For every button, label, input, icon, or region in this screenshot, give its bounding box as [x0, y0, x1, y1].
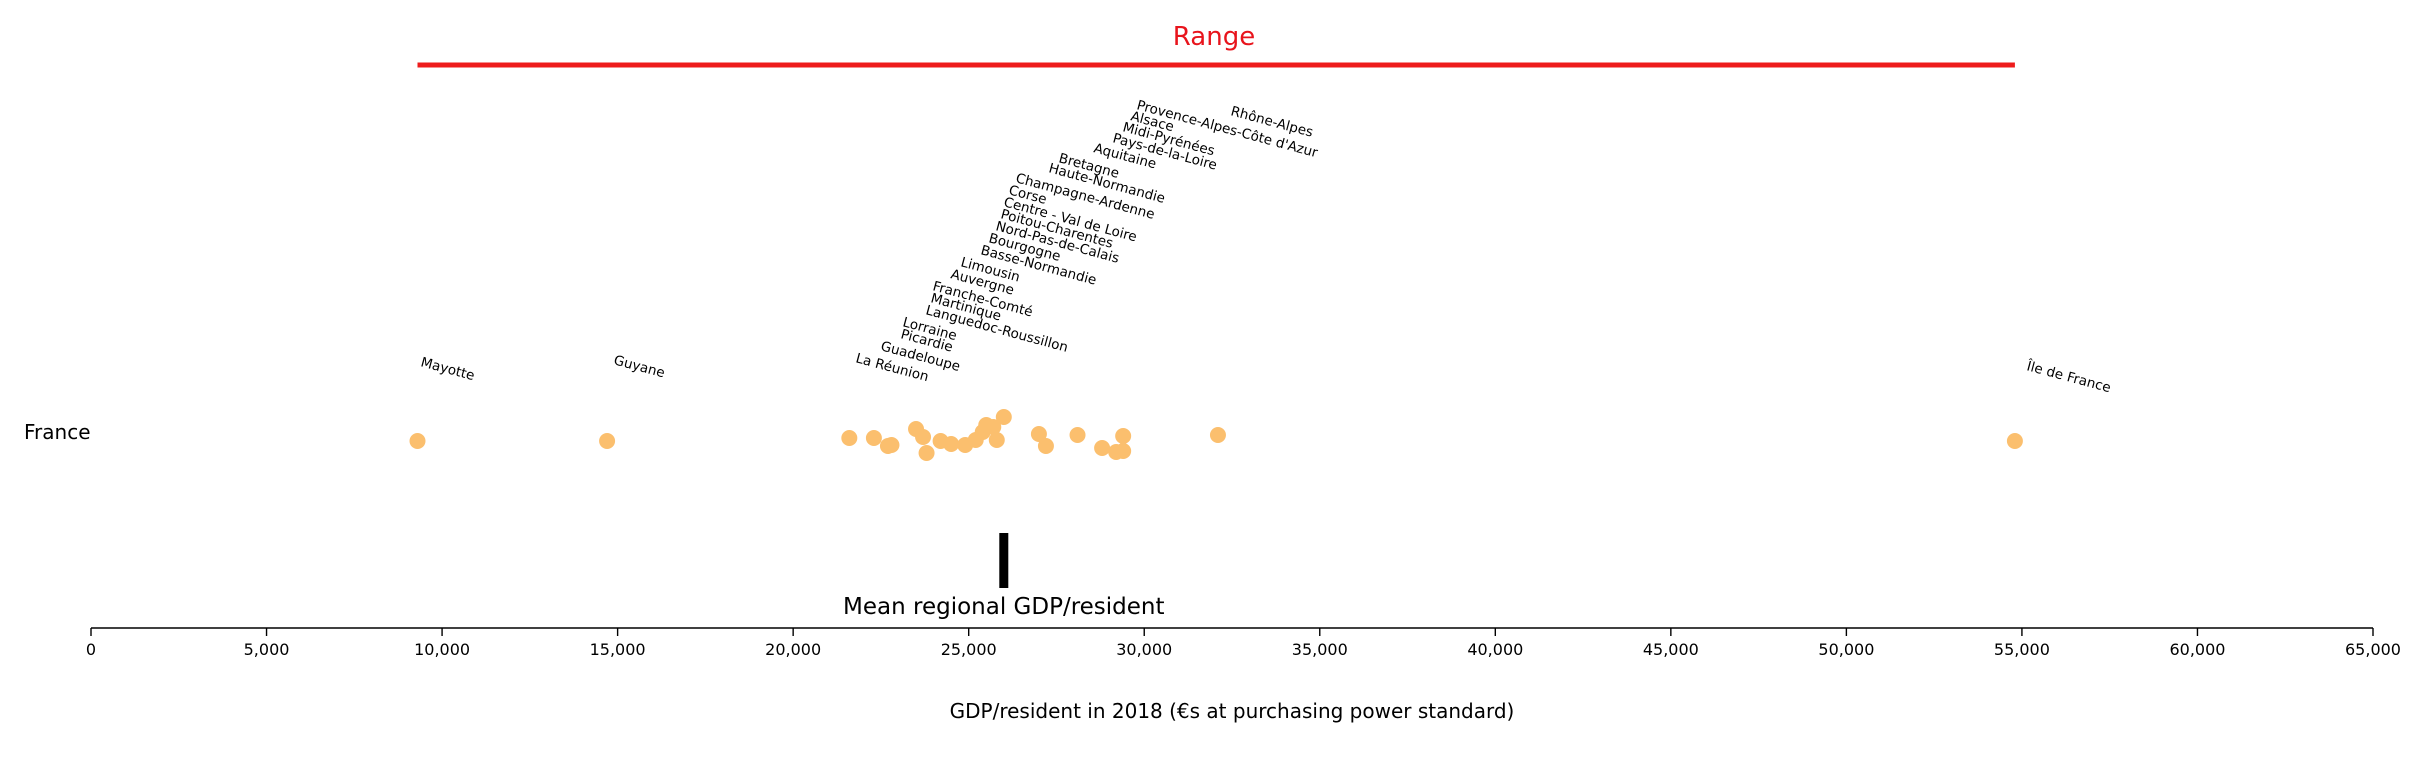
row-label-france: France [24, 420, 91, 444]
region-points [409, 409, 2023, 461]
region-point [1209, 427, 1226, 443]
x-axis-ticks: 0 5,000 10,000 15,000 20,000 25,000 30,000 35,0… [86, 628, 2401, 659]
region-labels: Mayotte Guyane La RéunionGuadeloupePicardi… [419, 97, 2113, 396]
x-tick-label: 50,000 [1818, 640, 1874, 659]
region-point [883, 437, 900, 453]
region-point [841, 430, 858, 446]
x-tick-label: 20,000 [765, 640, 821, 659]
x-tick-label: 10,000 [414, 640, 470, 659]
x-tick-label: 5,000 [244, 640, 290, 659]
region-point [943, 436, 960, 452]
x-axis-label: GDP/resident in 2018 (€s at purchasing p… [950, 699, 1515, 723]
region-label: Île de France [2024, 356, 2113, 396]
region-point [599, 433, 616, 449]
region-point [1115, 428, 1132, 444]
x-tick-label: 60,000 [2169, 640, 2225, 659]
mean-label: Mean regional GDP/resident [843, 594, 1164, 620]
x-tick-label: 25,000 [941, 640, 997, 659]
region-label: Mayotte [419, 354, 476, 384]
x-tick-label: 15,000 [590, 640, 646, 659]
region-point [1030, 426, 1047, 442]
region-point [985, 419, 1002, 435]
region-point [1094, 440, 1111, 456]
region-point [865, 430, 882, 446]
region-point [915, 429, 932, 445]
x-tick-label: 0 [86, 640, 96, 659]
x-tick-label: 40,000 [1467, 640, 1523, 659]
region-point [409, 433, 426, 449]
x-tick-label: 35,000 [1292, 640, 1348, 659]
region-point [988, 432, 1005, 448]
x-tick-label: 45,000 [1643, 640, 1699, 659]
x-tick-label: 55,000 [1994, 640, 2050, 659]
x-tick-label: 65,000 [2345, 640, 2401, 659]
region-label: Guyane [612, 352, 667, 381]
x-tick-label: 30,000 [1116, 640, 1172, 659]
region-point [918, 445, 935, 461]
region-point [995, 409, 1012, 425]
region-point [1069, 427, 1086, 443]
mean-marker [999, 533, 1009, 588]
range-title: Range [1173, 22, 1255, 52]
region-point [2006, 433, 2023, 449]
region-point [1037, 438, 1054, 454]
region-point [1115, 443, 1132, 459]
